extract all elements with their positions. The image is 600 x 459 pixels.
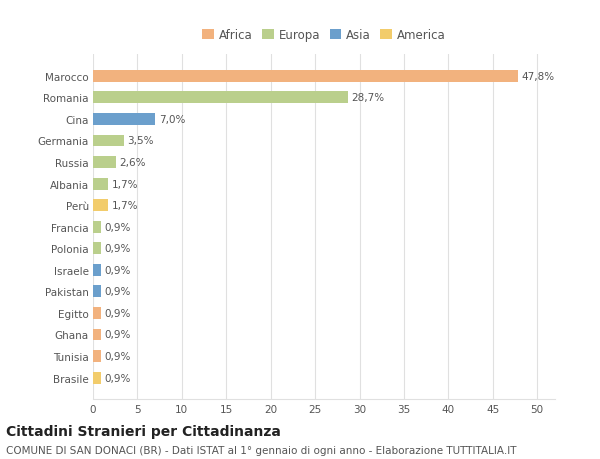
Bar xyxy=(93,221,101,233)
Text: 0,9%: 0,9% xyxy=(104,373,131,383)
Bar xyxy=(93,92,348,104)
Bar xyxy=(93,350,101,362)
Bar xyxy=(93,243,101,255)
Text: 47,8%: 47,8% xyxy=(521,72,554,82)
Text: 0,9%: 0,9% xyxy=(104,244,131,254)
Text: 1,7%: 1,7% xyxy=(112,201,138,211)
Bar xyxy=(93,200,108,212)
Text: Cittadini Stranieri per Cittadinanza: Cittadini Stranieri per Cittadinanza xyxy=(6,425,281,438)
Text: 0,9%: 0,9% xyxy=(104,351,131,361)
Legend: Africa, Europa, Asia, America: Africa, Europa, Asia, America xyxy=(199,26,449,46)
Text: 0,9%: 0,9% xyxy=(104,308,131,318)
Text: 0,9%: 0,9% xyxy=(104,330,131,340)
Text: COMUNE DI SAN DONACI (BR) - Dati ISTAT al 1° gennaio di ogni anno - Elaborazione: COMUNE DI SAN DONACI (BR) - Dati ISTAT a… xyxy=(6,445,517,455)
Bar xyxy=(93,329,101,341)
Text: 0,9%: 0,9% xyxy=(104,222,131,232)
Bar xyxy=(93,286,101,297)
Text: 3,5%: 3,5% xyxy=(128,136,154,146)
Bar xyxy=(93,157,116,168)
Bar xyxy=(93,372,101,384)
Text: 0,9%: 0,9% xyxy=(104,265,131,275)
Text: 28,7%: 28,7% xyxy=(352,93,385,103)
Bar xyxy=(93,264,101,276)
Bar xyxy=(93,71,518,83)
Bar xyxy=(93,308,101,319)
Bar xyxy=(93,178,108,190)
Text: 1,7%: 1,7% xyxy=(112,179,138,189)
Text: 7,0%: 7,0% xyxy=(159,115,185,125)
Text: 0,9%: 0,9% xyxy=(104,287,131,297)
Text: 2,6%: 2,6% xyxy=(119,158,146,168)
Bar xyxy=(93,114,155,126)
Bar xyxy=(93,135,124,147)
